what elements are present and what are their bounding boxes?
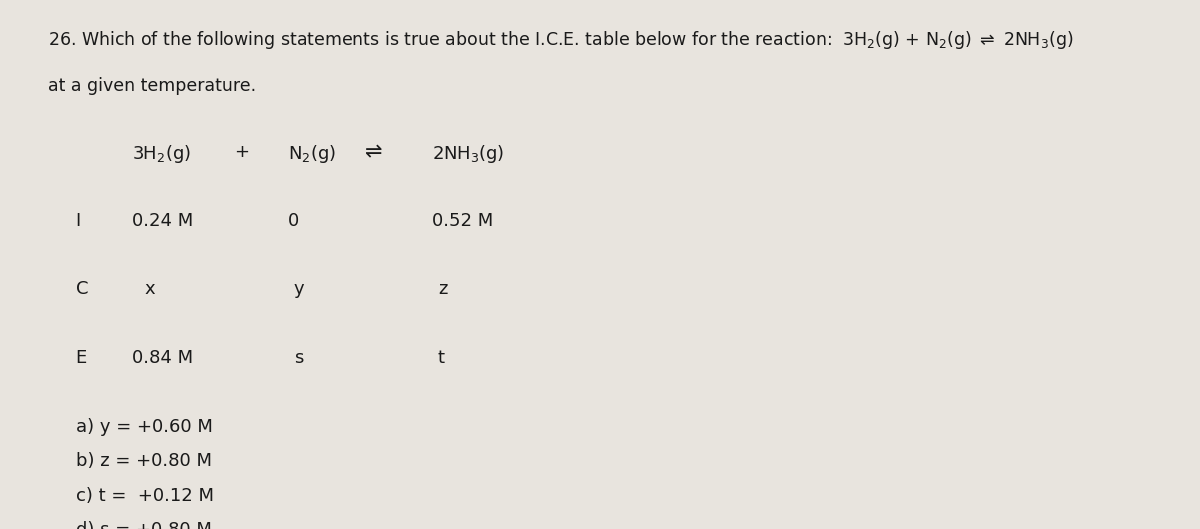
Text: 0.24 M: 0.24 M [132, 212, 193, 230]
Text: I: I [76, 212, 80, 230]
Text: z: z [438, 280, 448, 298]
Text: 0.52 M: 0.52 M [432, 212, 493, 230]
Text: t: t [438, 349, 445, 367]
Text: E: E [76, 349, 86, 367]
Text: at a given temperature.: at a given temperature. [48, 77, 256, 95]
Text: d) s = +0.80 M: d) s = +0.80 M [76, 521, 211, 529]
Text: 26. Which of the following statements is true about the I.C.E. table below for t: 26. Which of the following statements is… [48, 29, 1073, 51]
Text: y: y [294, 280, 305, 298]
Text: $\rightleftharpoons$: $\rightleftharpoons$ [360, 143, 383, 163]
Text: C: C [76, 280, 88, 298]
Text: a) y = +0.60 M: a) y = +0.60 M [76, 418, 212, 436]
Text: 0.84 M: 0.84 M [132, 349, 193, 367]
Text: b) z = +0.80 M: b) z = +0.80 M [76, 452, 211, 470]
Text: x: x [144, 280, 155, 298]
Text: 0: 0 [288, 212, 299, 230]
Text: c) t =  +0.12 M: c) t = +0.12 M [76, 487, 214, 505]
Text: 3H$_2$(g): 3H$_2$(g) [132, 143, 191, 165]
Text: +: + [234, 143, 250, 161]
Text: 2NH$_3$(g): 2NH$_3$(g) [432, 143, 504, 165]
Text: N$_2$(g): N$_2$(g) [288, 143, 336, 165]
Text: s: s [294, 349, 304, 367]
